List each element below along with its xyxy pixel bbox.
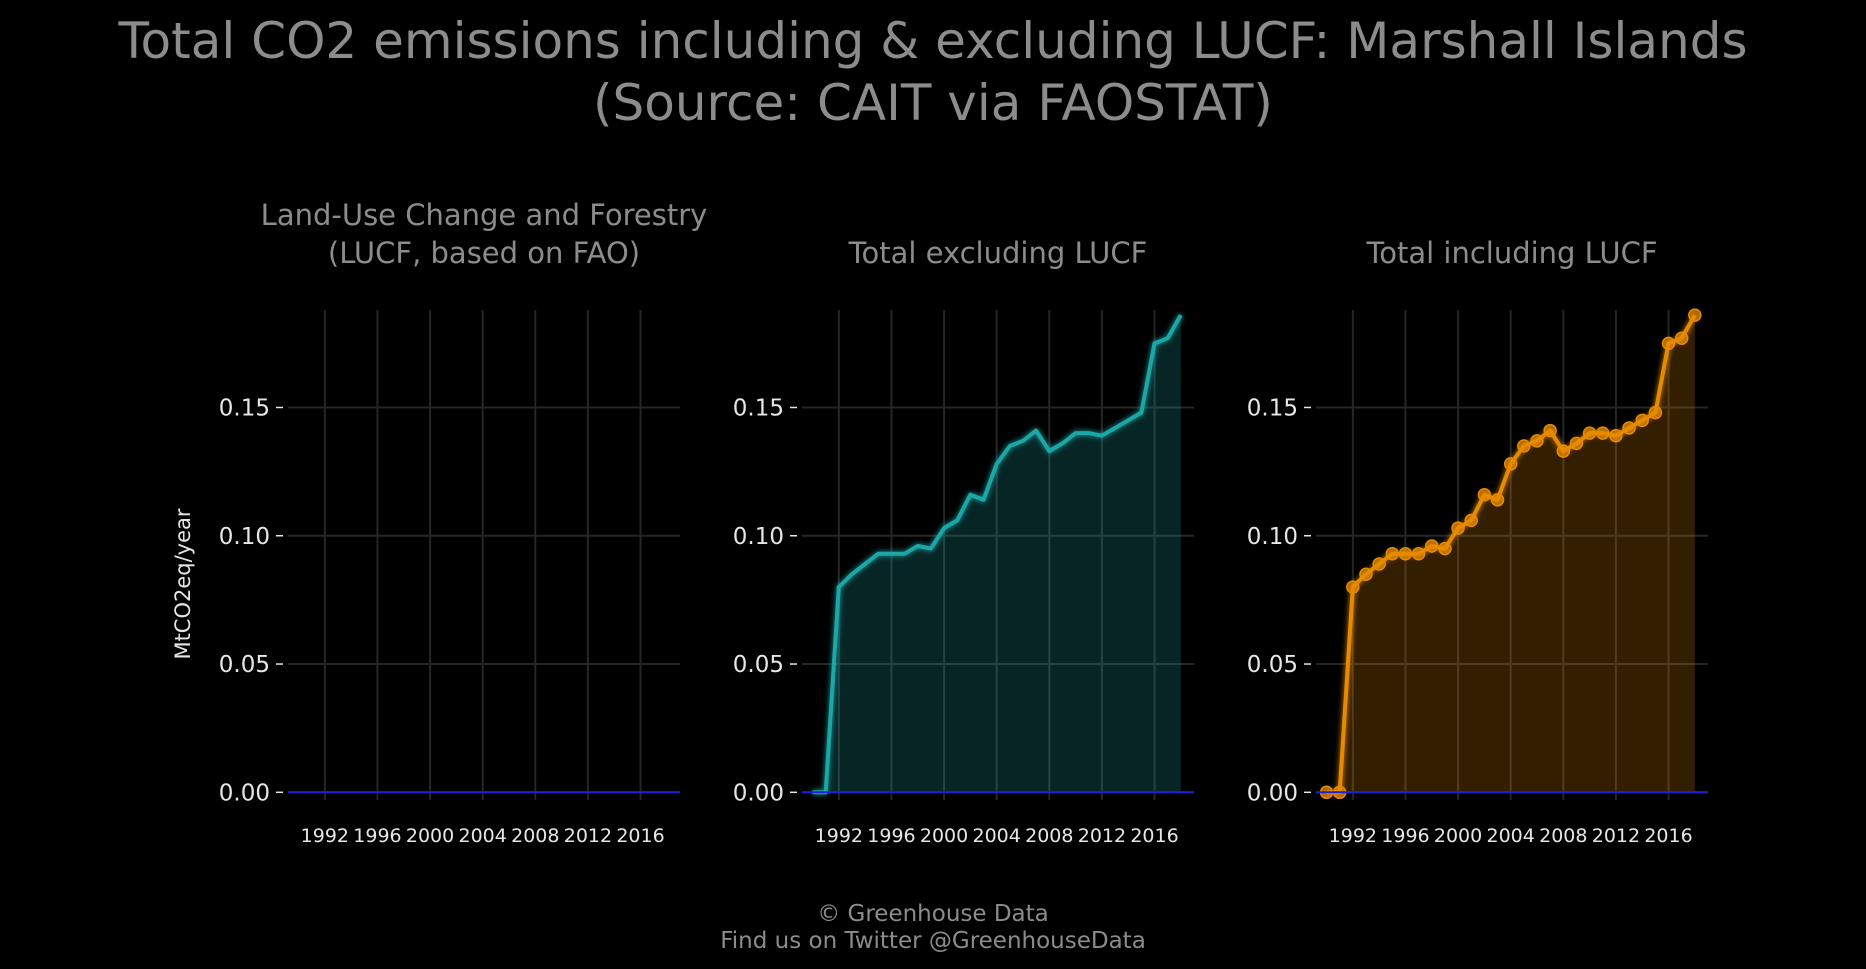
y-tick-label: 0.10 [733,524,784,550]
y-axis-label: MtCO2eq/year [171,508,195,659]
data-point [1609,428,1623,443]
chart-title: Total CO2 emissions including & excludin… [117,12,1747,70]
chart-panel-3: Total including LUCF 0.00 0.05 0.10 0.15 1992… [1247,236,1708,847]
data-point [1648,405,1663,420]
data-point [1569,436,1584,451]
data-point [1661,336,1676,351]
series-line [812,314,1183,795]
y-tick-label: 0.00 [733,780,784,806]
data-point [1451,521,1465,535]
y-tick-label: 0.15 [219,395,270,421]
y-tick-label: 0.00 [219,780,270,806]
footer-credit: © Greenhouse Data [817,901,1049,927]
x-tick-label: 2016 [616,825,664,847]
data-point [1372,557,1386,571]
data-point [1582,426,1597,440]
y-tick-label: 0.10 [219,524,270,550]
y-tick-label: 0.10 [1247,524,1298,550]
data-point [1503,457,1518,471]
x-tick-label: 2016 [1130,825,1178,847]
data-point [1517,439,1531,453]
chart-subtitle: (Source: CAIT via FAOSTAT) [593,74,1273,132]
data-point [1438,541,1452,556]
chart-panels: Land-Use Change and Forestry (LUCF, based… [219,198,1708,847]
data-point [1688,308,1702,322]
x-tick-label: 2000 [406,825,454,847]
x-tick-label: 2000 [1434,825,1482,847]
x-tick-label: 2008 [511,825,559,847]
data-point [1530,434,1544,448]
x-tick-label: 1992 [301,825,349,847]
data-point [1346,580,1360,594]
x-tick-label: 1996 [867,825,915,847]
data-point [1385,546,1400,561]
data-point [1543,423,1557,438]
chart-panel-2: Total excluding LUCF 0.00 0.05 0.10 0.15 1992… [733,236,1194,847]
x-tick-label: 1996 [353,825,401,847]
y-tick-label: 0.00 [1247,780,1298,806]
data-point [1359,567,1373,581]
x-tick-label: 1996 [1381,825,1429,847]
data-point [1464,513,1478,528]
data-point [1556,444,1571,458]
data-point [1477,487,1492,502]
panel-title: Total excluding LUCF [848,236,1148,270]
data-point [1398,546,1413,561]
x-tick-label: 2008 [1539,825,1587,847]
x-tick-label: 2004 [1487,825,1535,847]
panel-title: Land-Use Change and Forestry [261,198,708,232]
x-tick-label: 2012 [1078,825,1126,847]
data-point [1490,493,1505,507]
data-point [1635,413,1649,428]
footer-twitter: Find us on Twitter @GreenhouseData [720,928,1146,954]
x-tick-label: 2012 [564,825,612,847]
data-point [1425,539,1439,553]
x-tick-label: 2012 [1592,825,1640,847]
y-tick-label: 0.15 [733,395,784,421]
y-tick-label: 0.05 [1247,652,1298,678]
data-point [1674,331,1689,345]
y-tick-label: 0.05 [733,652,784,678]
data-point [1622,421,1636,435]
x-tick-label: 2016 [1644,825,1692,847]
data-point [1411,546,1426,561]
x-tick-label: 2004 [973,825,1021,847]
x-tick-label: 2004 [459,825,507,847]
x-tick-label: 2008 [1025,825,1073,847]
x-tick-label: 1992 [1329,825,1377,847]
y-tick-label: 0.05 [219,652,270,678]
y-tick-label: 0.15 [1247,395,1298,421]
chart-panel-1: Land-Use Change and Forestry (LUCF, based… [219,198,708,847]
panel-title: (LUCF, based on FAO) [328,236,640,270]
data-point [1596,426,1610,440]
x-tick-label: 2000 [920,825,968,847]
x-tick-label: 1992 [815,825,863,847]
panel-title: Total including LUCF [1365,236,1657,270]
